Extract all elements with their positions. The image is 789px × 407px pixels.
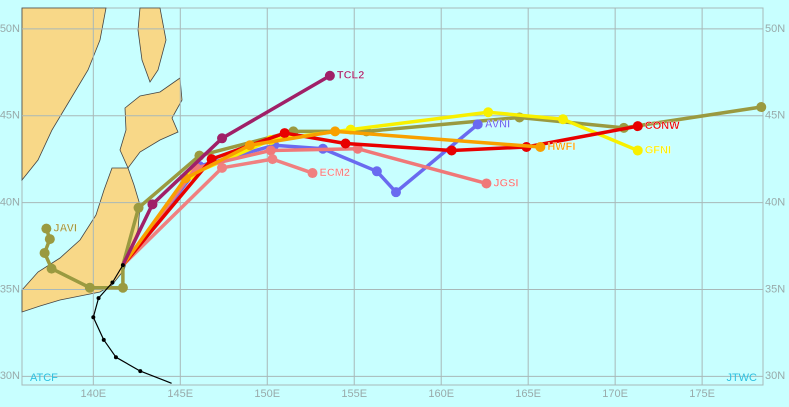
track-line bbox=[92, 264, 172, 384]
track-point bbox=[39, 247, 50, 258]
graticule: 140E 145E 150E 155E 160E 165E 170E 175E 30N 30N 35… bbox=[0, 8, 785, 400]
lon-label: 155E bbox=[341, 388, 367, 400]
track-point bbox=[101, 337, 106, 342]
track-point bbox=[632, 121, 643, 132]
track-point bbox=[96, 296, 101, 301]
track-point bbox=[472, 119, 483, 130]
track-point bbox=[138, 369, 143, 374]
tracks: AVNI GFNI JGSI ECM2 CONW HWFI TCL2 JAVI bbox=[39, 70, 767, 384]
track-line bbox=[121, 157, 314, 267]
lon-label: 160E bbox=[428, 388, 454, 400]
track-point bbox=[330, 126, 341, 137]
corner-label: JTWC bbox=[726, 372, 757, 384]
track-point bbox=[279, 128, 290, 139]
track-point bbox=[46, 263, 57, 274]
track-point bbox=[113, 355, 118, 360]
hokkaido bbox=[119, 77, 183, 169]
track-point bbox=[340, 138, 351, 149]
track-point bbox=[91, 315, 96, 320]
track-point bbox=[446, 145, 457, 156]
lat-label: 30N bbox=[765, 370, 785, 382]
track-point bbox=[133, 202, 144, 213]
land bbox=[21, 7, 183, 313]
track-label: TCL2 bbox=[337, 70, 365, 82]
lat-label: 30N bbox=[0, 370, 20, 382]
lat-label: 35N bbox=[765, 283, 785, 295]
track-label: JGSI bbox=[493, 177, 518, 189]
track-point bbox=[390, 187, 401, 198]
track-point bbox=[535, 141, 546, 152]
track-point bbox=[307, 168, 318, 179]
lon-label: 145E bbox=[167, 388, 193, 400]
lat-label: 50N bbox=[765, 23, 785, 35]
track-point bbox=[41, 223, 52, 234]
track-point bbox=[217, 133, 228, 144]
track-label: AVNI bbox=[485, 118, 510, 130]
track-label: GFNI bbox=[645, 144, 671, 156]
track-label: HWFI bbox=[547, 141, 575, 153]
lon-label: 165E bbox=[515, 388, 541, 400]
track-point bbox=[756, 102, 767, 113]
map-frame bbox=[21, 7, 764, 386]
track-point bbox=[84, 282, 95, 293]
corner-label: ATCF bbox=[30, 372, 58, 384]
track-label: ECM2 bbox=[319, 167, 350, 179]
track-point bbox=[265, 145, 276, 156]
track-label: CONW bbox=[645, 120, 680, 132]
track-point bbox=[110, 280, 115, 285]
track-point bbox=[483, 107, 494, 118]
track-point bbox=[324, 70, 335, 81]
track-point bbox=[632, 145, 643, 156]
lon-label: 175E bbox=[689, 388, 715, 400]
track-point bbox=[244, 140, 255, 151]
track-label: JAVI bbox=[53, 223, 77, 235]
track-point bbox=[44, 234, 55, 245]
lon-label: 170E bbox=[602, 388, 628, 400]
track-point bbox=[117, 282, 128, 293]
lat-label: 45N bbox=[0, 110, 20, 122]
track-point bbox=[557, 114, 568, 125]
lat-label: 40N bbox=[765, 196, 785, 208]
sakhalin bbox=[137, 7, 167, 83]
track-line bbox=[121, 74, 331, 266]
track-point bbox=[267, 154, 278, 165]
track-point bbox=[120, 263, 125, 268]
track-point bbox=[147, 199, 158, 210]
lon-label: 150E bbox=[254, 388, 280, 400]
lat-label: 40N bbox=[0, 196, 20, 208]
lat-label: 35N bbox=[0, 283, 20, 295]
lat-label: 50N bbox=[0, 23, 20, 35]
track-point bbox=[371, 166, 382, 177]
lat-label: 45N bbox=[765, 110, 785, 122]
lon-label: 140E bbox=[80, 388, 106, 400]
track-point bbox=[217, 162, 228, 173]
mainland bbox=[21, 7, 107, 182]
track-point bbox=[481, 178, 492, 189]
